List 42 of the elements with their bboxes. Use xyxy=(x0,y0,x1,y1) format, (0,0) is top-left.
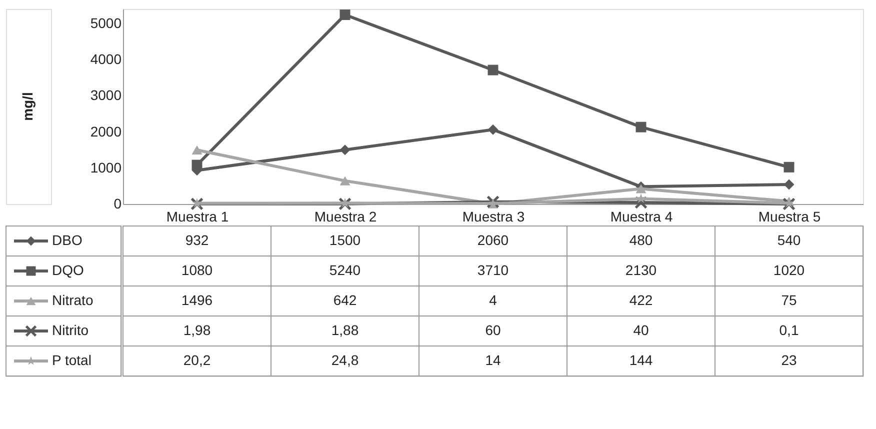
data-label: 642 xyxy=(333,292,357,308)
data-label: 1496 xyxy=(181,292,213,308)
data-label: 24,8 xyxy=(331,352,359,368)
y-tick-label: 2000 xyxy=(90,123,122,140)
y-axis-title: mg/l xyxy=(20,92,36,121)
data-label: 1020 xyxy=(773,262,805,278)
data-label: 1080 xyxy=(181,262,213,278)
legend-label: DQO xyxy=(52,262,84,278)
data-label: 4 xyxy=(489,292,498,308)
data-label: 3710 xyxy=(477,262,509,278)
x-tick-label: Muestra 3 xyxy=(462,208,525,224)
data-label: 2130 xyxy=(625,262,657,278)
data-label: 480 xyxy=(629,232,653,248)
y-tick-label: 4000 xyxy=(90,51,122,68)
data-label: 1,88 xyxy=(331,322,359,338)
x-tick-label: Muestra 4 xyxy=(610,208,673,224)
data-label: 5240 xyxy=(329,262,361,278)
legend-label: P total xyxy=(52,352,92,368)
y-tick-label: 5000 xyxy=(90,14,122,31)
data-label: 1500 xyxy=(329,232,361,248)
data-label: 422 xyxy=(629,292,653,308)
legend-label: DBO xyxy=(52,232,82,248)
data-label: 40 xyxy=(633,322,649,338)
data-label: 144 xyxy=(629,352,653,368)
data-label: 1,98 xyxy=(183,322,211,338)
data-label: 932 xyxy=(185,232,209,248)
y-tick-label: 0 xyxy=(114,196,122,212)
data-label: 23 xyxy=(781,352,797,368)
data-label: 0,1 xyxy=(779,322,799,338)
data-label: 540 xyxy=(777,232,801,248)
data-label: 2060 xyxy=(477,232,509,248)
x-tick-label: Muestra 5 xyxy=(758,208,821,224)
data-label: 20,2 xyxy=(183,352,211,368)
y-tick-label: 1000 xyxy=(90,159,122,176)
legend-label: Nitrito xyxy=(52,322,89,338)
y-tick-label: 3000 xyxy=(90,87,122,104)
legend-label: Nitrato xyxy=(52,292,94,308)
x-tick-label: Muestra 2 xyxy=(314,208,377,224)
data-label: 14 xyxy=(485,352,501,368)
x-tick-label: Muestra 1 xyxy=(166,208,229,224)
data-label: 75 xyxy=(781,292,797,308)
data-label: 60 xyxy=(485,322,501,338)
